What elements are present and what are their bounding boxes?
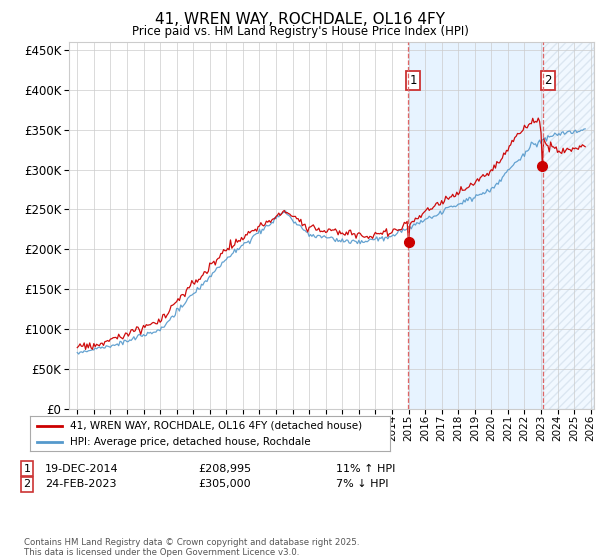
Text: £208,995: £208,995	[198, 464, 251, 474]
Text: 24-FEB-2023: 24-FEB-2023	[45, 479, 116, 489]
Bar	[408, 42, 543, 409]
Text: 41, WREN WAY, ROCHDALE, OL16 4FY: 41, WREN WAY, ROCHDALE, OL16 4FY	[155, 12, 445, 27]
Text: £305,000: £305,000	[198, 479, 251, 489]
Text: HPI: Average price, detached house, Rochdale: HPI: Average price, detached house, Roch…	[70, 437, 310, 447]
Text: 41, WREN WAY, ROCHDALE, OL16 4FY (detached house): 41, WREN WAY, ROCHDALE, OL16 4FY (detach…	[70, 421, 362, 431]
Text: 1: 1	[23, 464, 31, 474]
Text: Price paid vs. HM Land Registry's House Price Index (HPI): Price paid vs. HM Land Registry's House …	[131, 25, 469, 38]
Text: 19-DEC-2014: 19-DEC-2014	[45, 464, 119, 474]
Text: 11% ↑ HPI: 11% ↑ HPI	[336, 464, 395, 474]
Bar	[543, 42, 594, 409]
Text: 2: 2	[23, 479, 31, 489]
Text: 7% ↓ HPI: 7% ↓ HPI	[336, 479, 389, 489]
Text: 1: 1	[409, 74, 417, 87]
Text: Contains HM Land Registry data © Crown copyright and database right 2025.
This d: Contains HM Land Registry data © Crown c…	[24, 538, 359, 557]
Text: 2: 2	[544, 74, 552, 87]
